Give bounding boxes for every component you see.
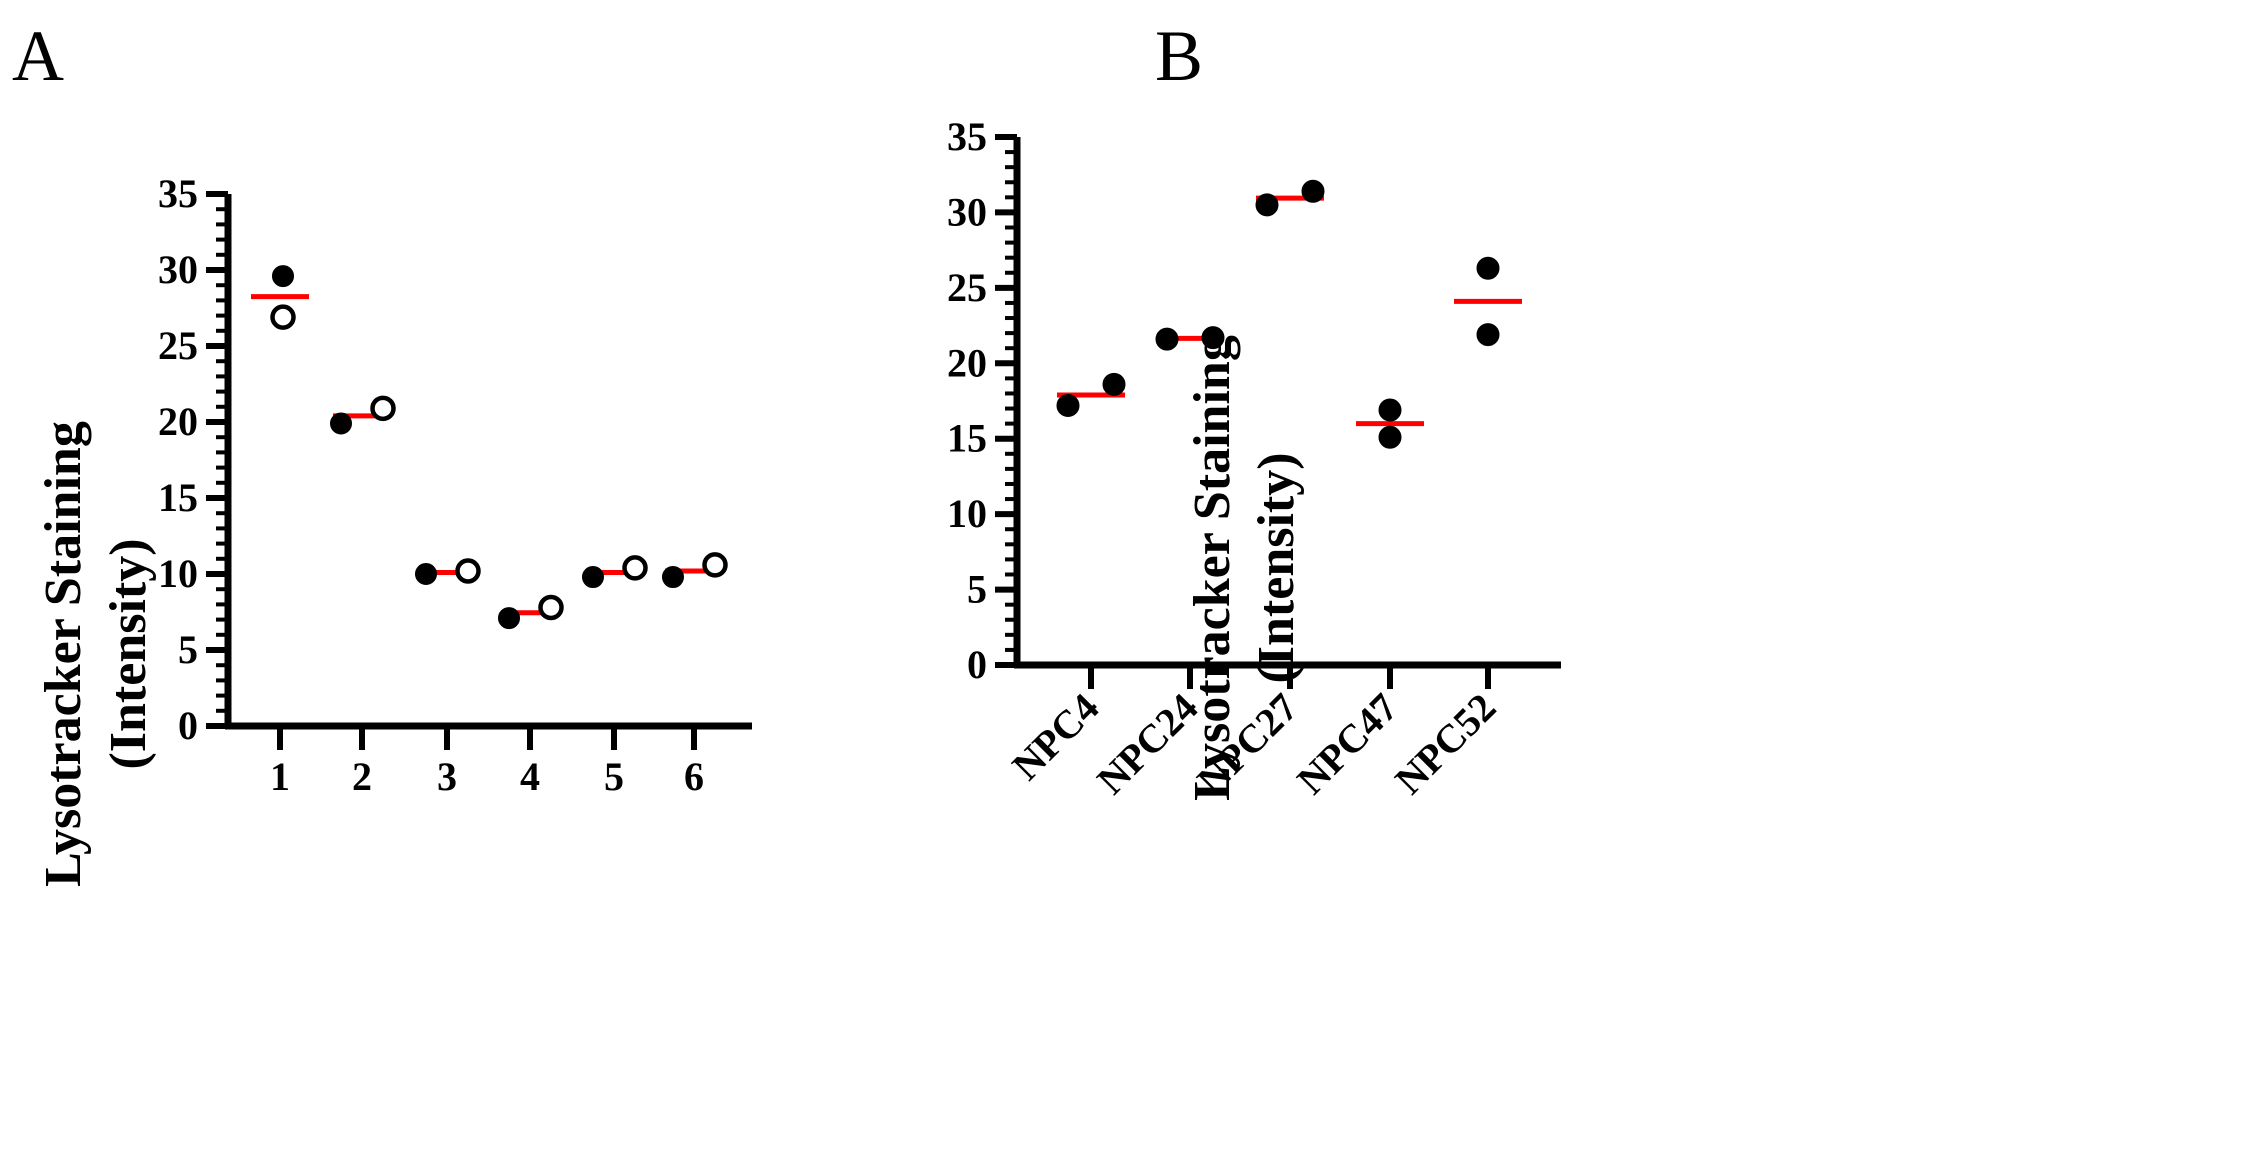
chart-a-x-tick-label-3: 3 [437,754,457,799]
chart-b-point-replicate-2-NPC47 [1378,425,1402,449]
chart-a-point-open-4 [538,594,564,621]
chart-a: Lysotracker Staining (Intensity) 0510152… [35,171,752,887]
chart-a-point-filled-1 [272,265,294,288]
chart-a-y-tick-label-35: 35 [158,171,198,216]
chart-b-point-replicate-1-NPC4 [1056,394,1080,418]
chart-b-point-replicate-1-NPC24 [1155,327,1179,351]
chart-a-point-open-6 [702,552,728,578]
chart-a-ylabel-line2: (Intensity) [100,538,157,769]
chart-a-x-tick-label-6: 6 [684,754,704,799]
chart-b-y-tick-label-25: 25 [947,265,987,310]
chart-b-y-tick-label-30: 30 [947,189,987,234]
chart-a-point-filled-6 [662,566,684,589]
chart-b-point-replicate-2-NPC27 [1301,179,1325,203]
chart-b-y-tick-label-15: 15 [947,416,987,461]
chart-a-point-open-5 [622,555,648,581]
chart-a-x-tick-label-2: 2 [352,754,372,799]
chart-a-point-filled-5 [582,566,604,589]
chart-a-x-tick-label-4: 4 [520,754,540,799]
panel-a-letter: A [12,16,64,96]
chart-a-x-tick-label-5: 5 [604,754,624,799]
panel-b-letter: B [1155,16,1203,96]
chart-a-ylabel-line1: Lysotracker Staining [35,421,92,887]
chart-b-ylabel-line2: (Intensity) [1248,452,1305,683]
chart-b-x-tick-label-NPC52: NPC52 [1386,685,1504,803]
chart-a-point-open-1 [270,304,296,330]
chart-a-x-tick-label-1: 1 [270,754,290,799]
chart-b-point-replicate-2-NPC24 [1201,326,1225,350]
chart-b-y-tick-label-0: 0 [967,642,987,687]
chart-a-point-open-3 [455,558,481,584]
chart-b-y-tick-label-10: 10 [947,491,987,536]
chart-a-y-tick-label-15: 15 [158,475,198,520]
chart-b-y-tick-label-20: 20 [947,340,987,385]
chart-b-point-replicate-1-NPC52 [1476,256,1500,280]
chart-a-y-tick-label-10: 10 [158,551,198,596]
chart-b-point-replicate-2-NPC52 [1476,323,1500,347]
chart-b-point-replicate-2-NPC4 [1102,372,1126,396]
chart-b-point-replicate-1-NPC47 [1378,398,1402,422]
chart-b-y-tick-label-5: 5 [967,567,987,612]
chart-a-point-filled-3 [415,563,437,585]
chart-b-y-tick-label-35: 35 [947,114,987,159]
chart-a-point-filled-2 [330,412,352,435]
chart-b: Lysotracker Staining (Intensity) 0 5 10 15 2… [947,114,1561,803]
chart-a-point-open-2 [370,395,396,422]
chart-a-y-tick-label-5: 5 [178,627,198,672]
chart-a-y-tick-label-25: 25 [158,323,198,368]
chart-a-y-tick-label-0: 0 [178,703,198,748]
chart-a-point-filled-4 [498,607,520,630]
chart-b-x-tick-label-NPC47: NPC47 [1288,685,1406,803]
chart-b-ylabel-line1: Lysotracker Staining [1184,335,1241,801]
chart-a-y-tick-label-30: 30 [158,247,198,292]
chart-a-y-tick-label-20: 20 [158,399,198,444]
chart-b-point-replicate-1-NPC27 [1255,193,1279,217]
